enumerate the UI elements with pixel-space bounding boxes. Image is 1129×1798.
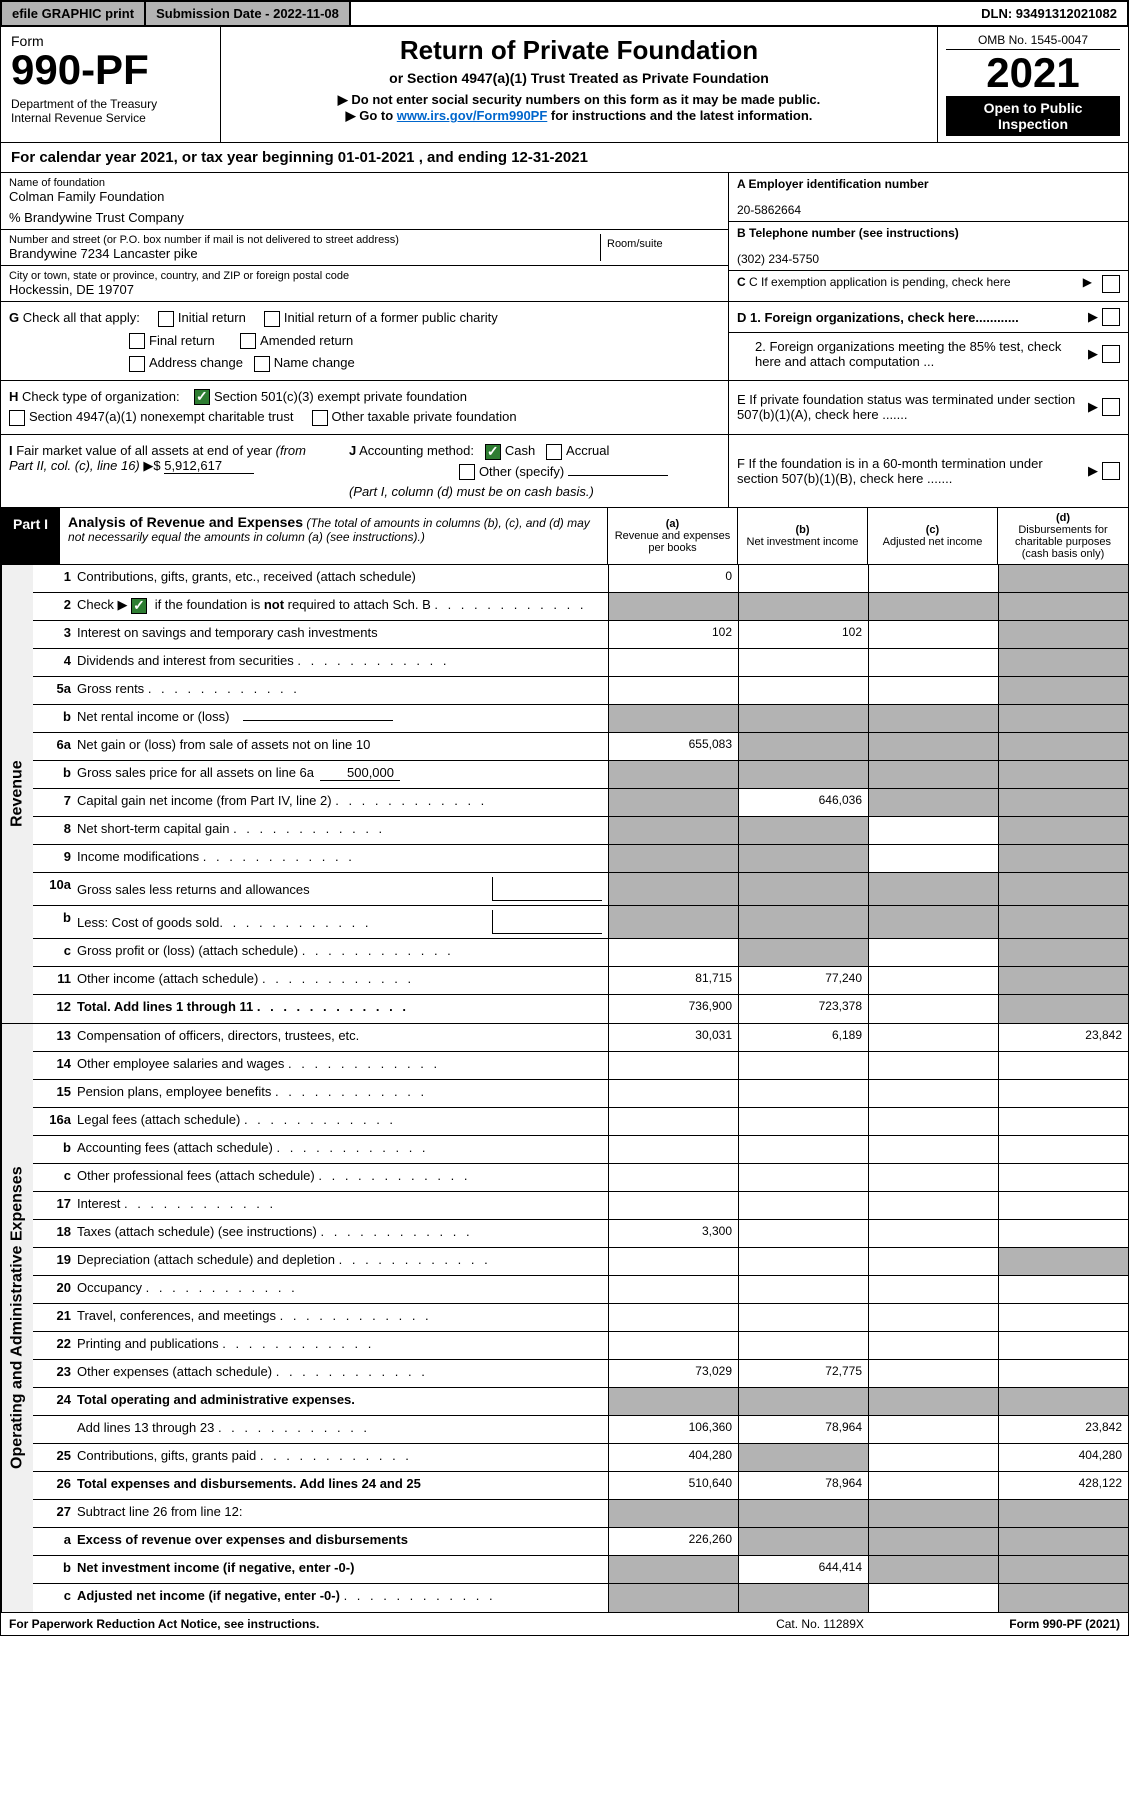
j-cash-checkbox[interactable] [485,444,501,460]
identity-block: Name of foundation Colman Family Foundat… [0,173,1129,302]
form-header: Form 990-PF Department of the Treasury I… [0,27,1129,143]
header-left: Form 990-PF Department of the Treasury I… [1,27,221,142]
schb-checkbox[interactable] [131,598,147,614]
col-a-head: (a)Revenue and expenses per books [608,508,738,564]
col-b-head: (b)Net investment income [738,508,868,564]
phone-box: B Telephone number (see instructions) (3… [729,222,1128,271]
part1-label: Part I [1,508,60,564]
d1-checkbox[interactable] [1102,308,1120,326]
header-mid: Return of Private Foundation or Section … [221,27,938,142]
h-block: H Check type of organization: Section 50… [1,381,728,434]
address-row: Number and street (or P.O. box number if… [1,230,728,266]
top-bar: efile GRAPHIC print Submission Date - 20… [0,0,1129,27]
g-initial-checkbox[interactable] [158,311,174,327]
f-row: F If the foundation is in a 60-month ter… [728,435,1128,507]
h-other-checkbox[interactable] [312,410,328,426]
h-4947-checkbox[interactable] [9,410,25,426]
part1-header: Part I Analysis of Revenue and Expenses … [0,508,1129,565]
expenses-label: Operating and Administrative Expenses [1,1024,33,1612]
f-checkbox[interactable] [1102,462,1120,480]
form-ref: Form 990-PF (2021) [920,1617,1120,1631]
revenue-label: Revenue [1,565,33,1023]
city-row: City or town, state or province, country… [1,266,728,301]
paperwork-notice: For Paperwork Reduction Act Notice, see … [9,1617,720,1631]
i-block: I Fair market value of all assets at end… [9,443,329,499]
j-block: J Accounting method: Cash Accrual Other … [349,443,720,499]
form-number: 990-PF [11,49,210,91]
calendar-year-line: For calendar year 2021, or tax year begi… [0,143,1129,173]
form-subtitle: or Section 4947(a)(1) Trust Treated as P… [231,70,927,86]
note-ssn: ▶ Do not enter social security numbers o… [231,92,927,108]
i-j-f-block: I Fair market value of all assets at end… [0,435,1129,508]
room-suite: Room/suite [600,234,720,261]
c-exemption: C C If exemption application is pending,… [729,271,1128,297]
arrow-icon: ▶ [1083,275,1092,289]
header-right: OMB No. 1545-0047 2021 Open to Public In… [938,27,1128,142]
g-block: G Check all that apply: Initial return I… [1,302,728,380]
col-c-head: (c)Adjusted net income [868,508,998,564]
efile-print-button[interactable]: efile GRAPHIC print [2,2,146,25]
name-row: Name of foundation Colman Family Foundat… [1,173,728,230]
cat-number: Cat. No. 11289X [720,1617,920,1631]
omb-number: OMB No. 1545-0047 [946,33,1120,50]
ein-box: A Employer identification number 20-5862… [729,173,1128,222]
open-inspection: Open to Public Inspection [946,96,1120,136]
c-checkbox[interactable] [1102,275,1120,293]
submission-date: Submission Date - 2022-11-08 [146,2,351,25]
g-final-checkbox[interactable] [129,333,145,349]
g-initial-former-checkbox[interactable] [264,311,280,327]
tax-year: 2021 [946,50,1120,96]
e-checkbox[interactable] [1102,398,1120,416]
dept-text: Department of the Treasury Internal Reve… [11,97,210,125]
instructions-link[interactable]: www.irs.gov/Form990PF [397,108,548,123]
j-other-checkbox[interactable] [459,464,475,480]
h-501c3-checkbox[interactable] [194,389,210,405]
g-name-checkbox[interactable] [254,356,270,372]
j-accrual-checkbox[interactable] [546,444,562,460]
revenue-table: Revenue 1Contributions, gifts, grants, e… [0,565,1129,1024]
g-address-checkbox[interactable] [129,356,145,372]
col-d-head: (d)Disbursements for charitable purposes… [998,508,1128,564]
g-d-block: G Check all that apply: Initial return I… [0,302,1129,381]
page-footer: For Paperwork Reduction Act Notice, see … [0,1613,1129,1636]
form-title: Return of Private Foundation [231,35,927,66]
d1-row: D 1. Foreign organizations, check here..… [729,302,1128,333]
e-row: E If private foundation status was termi… [729,381,1128,434]
d2-row: 2. Foreign organizations meeting the 85%… [729,333,1128,375]
dln: DLN: 93491312021082 [971,2,1127,25]
expenses-table: Operating and Administrative Expenses 13… [0,1024,1129,1613]
note-goto: ▶ Go to www.irs.gov/Form990PF for instru… [231,108,927,124]
g-amended-checkbox[interactable] [240,333,256,349]
h-e-block: H Check type of organization: Section 50… [0,381,1129,435]
d2-checkbox[interactable] [1102,345,1120,363]
